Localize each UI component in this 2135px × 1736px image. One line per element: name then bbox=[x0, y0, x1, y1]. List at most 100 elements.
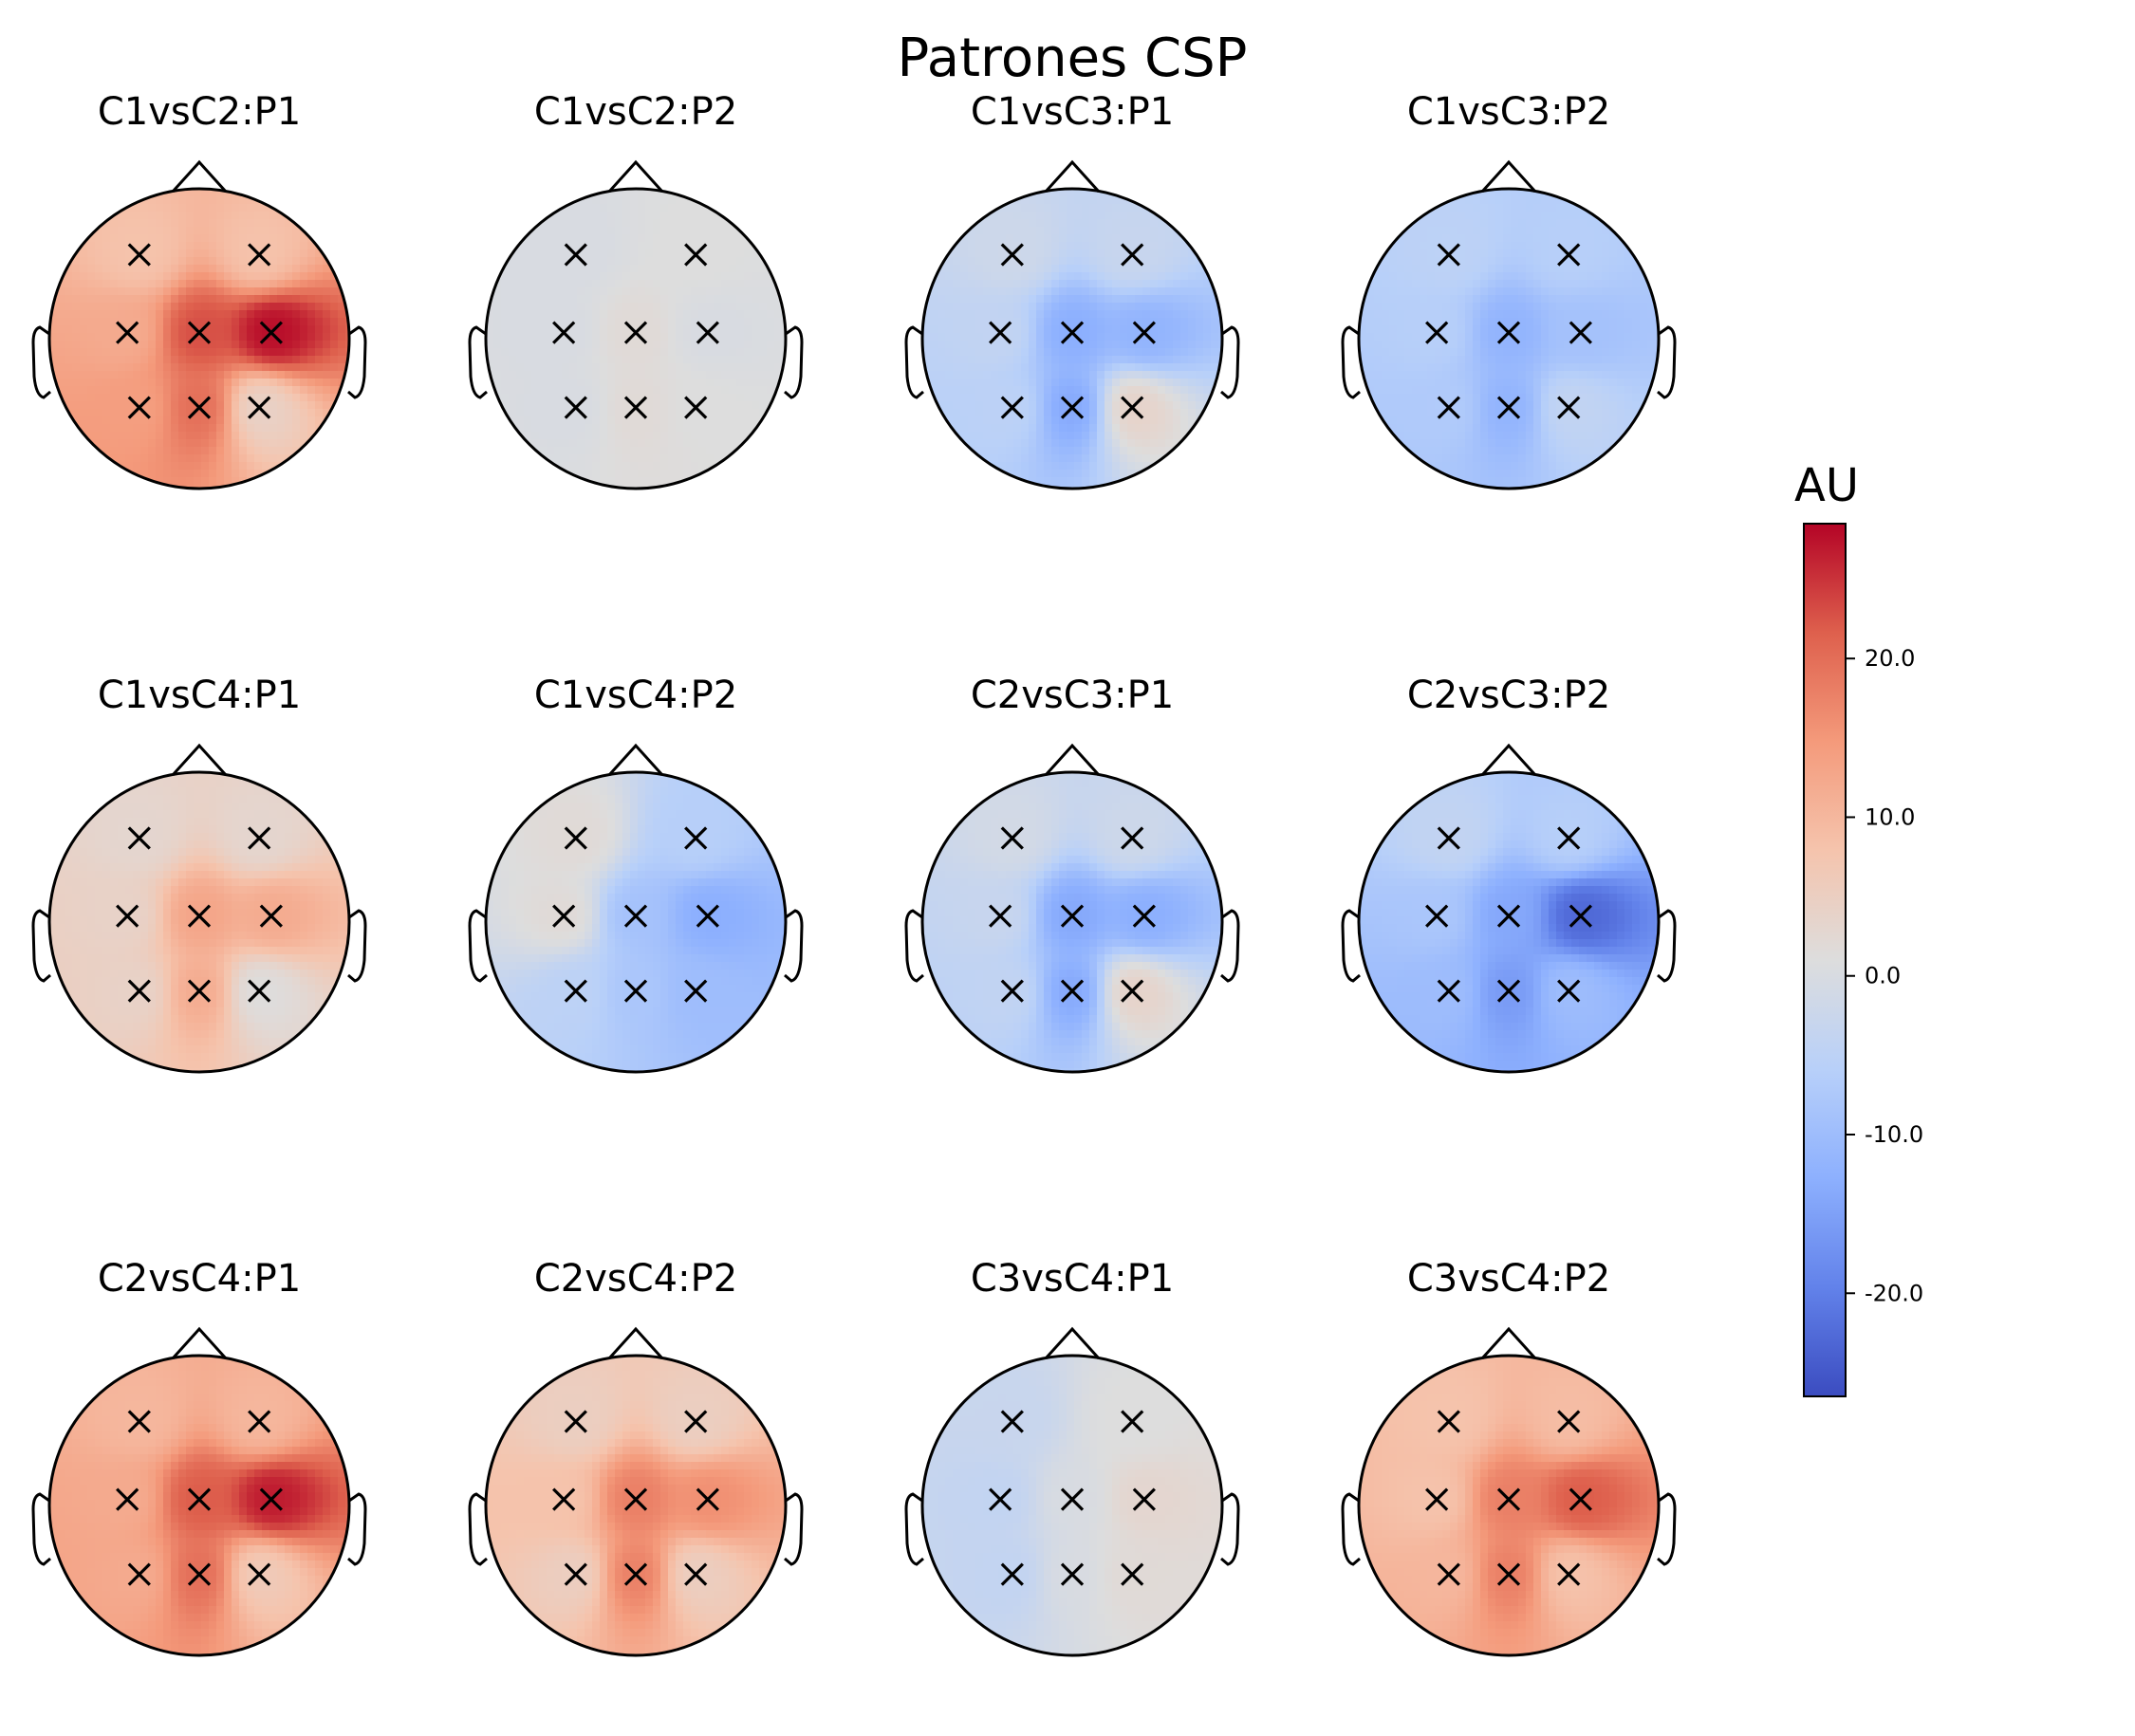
field-cell bbox=[1158, 416, 1166, 425]
field-cell bbox=[307, 341, 316, 349]
field-cell bbox=[539, 272, 548, 281]
field-cell bbox=[554, 454, 563, 463]
field-cell bbox=[57, 333, 65, 342]
field-cell bbox=[307, 303, 316, 311]
field-cell bbox=[1097, 303, 1105, 311]
field-cell bbox=[1021, 401, 1030, 410]
field-cell bbox=[65, 394, 73, 402]
field-cell bbox=[1473, 295, 1481, 304]
field-cell bbox=[1089, 196, 1098, 205]
field-cell bbox=[501, 341, 510, 349]
field-cell bbox=[277, 303, 286, 311]
field-cell bbox=[254, 386, 263, 395]
field-cell bbox=[110, 265, 119, 273]
field-cell bbox=[1518, 249, 1527, 258]
field-cell bbox=[975, 341, 984, 349]
field-cell bbox=[1397, 325, 1405, 334]
field-cell bbox=[1632, 379, 1641, 387]
field-cell bbox=[1594, 234, 1603, 243]
field-cell bbox=[486, 325, 494, 334]
field-cell bbox=[102, 242, 111, 250]
field-cell bbox=[269, 394, 278, 402]
field-cell bbox=[285, 265, 293, 273]
field-cell bbox=[645, 394, 654, 402]
field-cell bbox=[1013, 363, 1022, 372]
field-cell bbox=[1188, 371, 1197, 379]
field-cell bbox=[600, 462, 608, 471]
field-cell bbox=[975, 295, 984, 304]
field-cell bbox=[1397, 234, 1405, 243]
field-cell bbox=[930, 310, 938, 319]
field-cell bbox=[186, 424, 195, 433]
field-cell bbox=[983, 242, 992, 250]
field-cell bbox=[600, 470, 608, 478]
field-cell bbox=[991, 212, 999, 220]
field-cell bbox=[201, 439, 210, 448]
sensor-marker bbox=[564, 396, 587, 419]
field-cell bbox=[630, 318, 639, 326]
field-cell bbox=[1640, 333, 1648, 342]
field-cell bbox=[721, 257, 730, 266]
field-cell bbox=[683, 325, 692, 334]
field-cell bbox=[1526, 348, 1534, 357]
field-cell bbox=[178, 189, 187, 197]
field-cell bbox=[1473, 348, 1481, 357]
field-cell bbox=[232, 386, 240, 395]
field-cell bbox=[729, 424, 737, 433]
field-cell bbox=[1450, 212, 1458, 220]
field-cell bbox=[1359, 325, 1367, 334]
field-cell bbox=[65, 341, 73, 349]
field-cell bbox=[1029, 470, 1037, 478]
field-cell bbox=[1044, 348, 1052, 357]
field-cell bbox=[1457, 242, 1466, 250]
field-cell bbox=[645, 212, 654, 220]
field-cell bbox=[102, 295, 111, 304]
field-cell bbox=[1427, 295, 1436, 304]
field-cell bbox=[1044, 242, 1052, 250]
field-cell bbox=[1029, 356, 1037, 364]
field-cell bbox=[1120, 287, 1128, 296]
field-cell bbox=[1142, 212, 1151, 220]
field-cell bbox=[285, 447, 293, 455]
field-cell bbox=[638, 242, 646, 250]
field-cell bbox=[65, 333, 73, 342]
field-cell bbox=[622, 477, 631, 486]
field-cell bbox=[1450, 341, 1458, 349]
field-cell bbox=[524, 371, 532, 379]
field-cell bbox=[1435, 234, 1443, 243]
field-cell bbox=[186, 219, 195, 228]
field-cell bbox=[676, 249, 684, 258]
field-cell bbox=[683, 424, 692, 433]
field-cell bbox=[1404, 280, 1413, 288]
field-cell bbox=[1067, 212, 1075, 220]
field-cell bbox=[1067, 257, 1075, 266]
field-cell bbox=[607, 295, 616, 304]
field-cell bbox=[232, 401, 240, 410]
field-cell bbox=[171, 470, 179, 478]
field-cell bbox=[539, 227, 548, 235]
field-cell bbox=[1465, 204, 1474, 212]
field-cell bbox=[1435, 341, 1443, 349]
field-cell bbox=[676, 242, 684, 250]
field-cell bbox=[1029, 325, 1037, 334]
field-cell bbox=[638, 265, 646, 273]
field-cell bbox=[1640, 318, 1648, 326]
field-cell bbox=[539, 356, 548, 364]
field-cell bbox=[1127, 341, 1136, 349]
field-cell bbox=[562, 348, 570, 357]
field-cell bbox=[630, 424, 639, 433]
field-cell bbox=[1632, 272, 1641, 281]
field-cell bbox=[224, 356, 232, 364]
field-cell bbox=[615, 356, 623, 364]
field-cell bbox=[1632, 341, 1641, 349]
field-cell bbox=[577, 333, 585, 342]
field-cell bbox=[554, 272, 563, 281]
field-cell bbox=[216, 424, 225, 433]
field-cell bbox=[1480, 196, 1489, 205]
field-cell bbox=[1465, 242, 1474, 250]
field-cell bbox=[1624, 318, 1633, 326]
field-cell bbox=[1196, 265, 1204, 273]
field-cell bbox=[277, 257, 286, 266]
field-cell bbox=[1082, 477, 1090, 486]
field-cell bbox=[945, 363, 954, 372]
